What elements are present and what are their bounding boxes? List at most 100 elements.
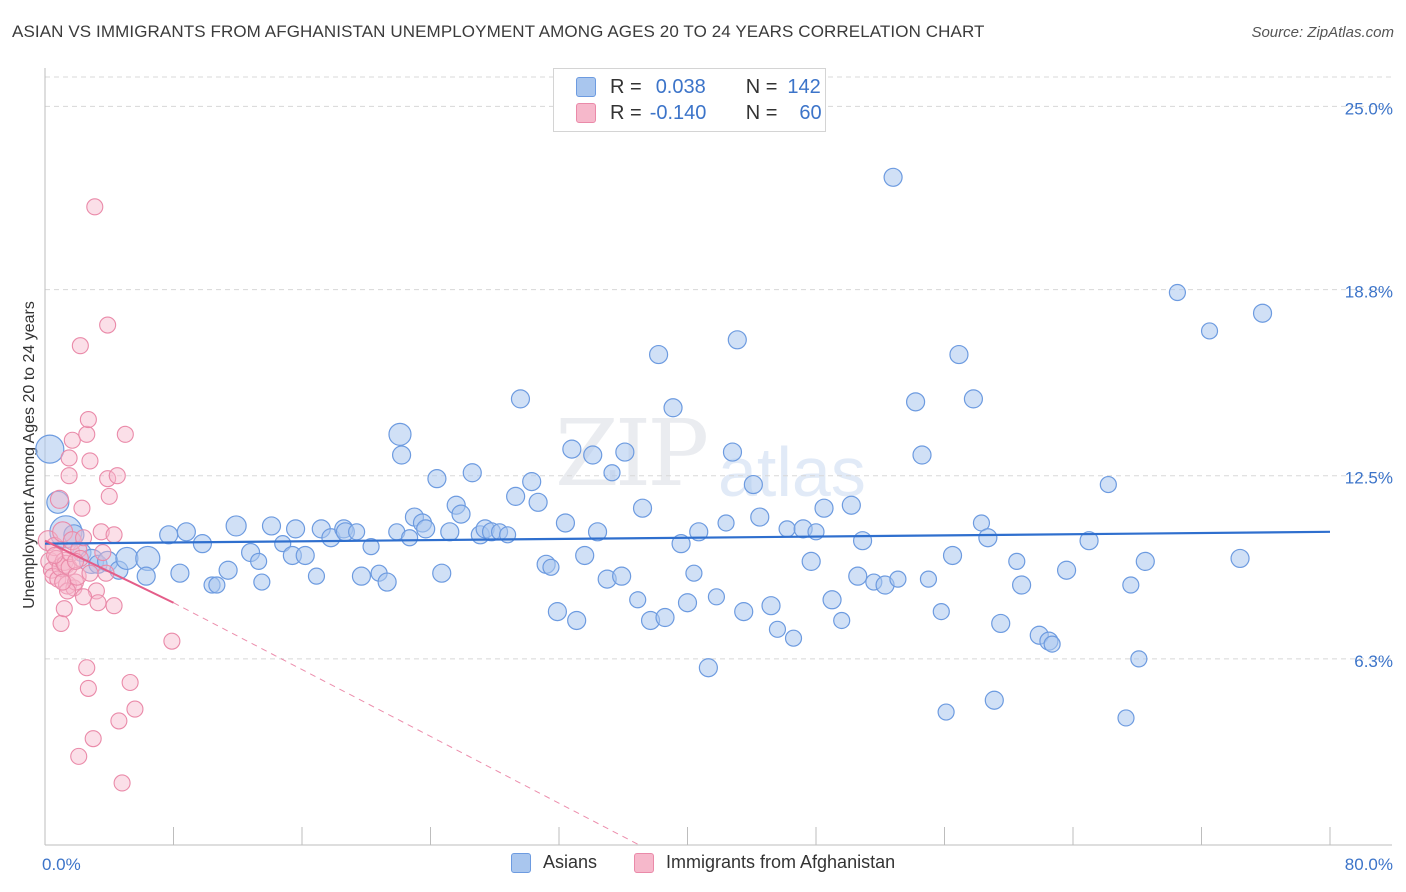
asian-point bbox=[883, 167, 903, 187]
grid bbox=[45, 76, 1392, 660]
afghan-point bbox=[84, 730, 102, 748]
asian-swatch bbox=[576, 77, 596, 97]
asian-point bbox=[362, 538, 380, 556]
asian-point bbox=[932, 603, 950, 621]
asian-point bbox=[615, 442, 635, 462]
afghan-point bbox=[73, 499, 91, 517]
afghan-point bbox=[105, 526, 123, 544]
asian-point bbox=[648, 344, 669, 365]
afghan-point bbox=[46, 546, 64, 565]
x-tick-label-max: 80.0% bbox=[1345, 855, 1393, 874]
bottom-asian-swatch bbox=[511, 852, 531, 873]
tick-labels: 6.3% 12.5% 18.8% 25.0% 0.0% 80.0% bbox=[42, 99, 1393, 874]
afghan-point bbox=[52, 614, 70, 632]
afghan-point bbox=[49, 570, 67, 588]
asian-point bbox=[451, 504, 471, 524]
asian-point bbox=[984, 690, 1004, 710]
asian-point bbox=[351, 566, 372, 586]
legend-row-afghan: R = -0.140 N = 60 bbox=[576, 100, 822, 126]
afghan-point bbox=[100, 487, 118, 505]
afghan-point bbox=[108, 467, 126, 485]
asian-r-value: 0.038 bbox=[655, 75, 706, 98]
afghan-point bbox=[126, 700, 144, 718]
asian-point bbox=[295, 545, 315, 566]
asian-point bbox=[115, 546, 139, 571]
bottom-legend-afghan: Immigrants from Afghanistan bbox=[634, 852, 895, 873]
asian-point bbox=[522, 472, 542, 492]
asian-point bbox=[1135, 551, 1155, 571]
asian-point bbox=[722, 442, 743, 462]
asian-point bbox=[1230, 548, 1250, 569]
asian-point bbox=[510, 389, 531, 409]
afghan-swatch bbox=[576, 103, 596, 123]
afghan-point bbox=[94, 543, 112, 562]
asian-point bbox=[562, 439, 582, 459]
afghan-point bbox=[121, 673, 139, 692]
afghan-point bbox=[78, 659, 96, 677]
asian-point bbox=[685, 564, 703, 582]
afghan-point bbox=[71, 337, 89, 355]
afghan-point bbox=[79, 411, 97, 429]
asian-point bbox=[841, 495, 861, 515]
asian-point bbox=[761, 596, 781, 616]
legend-row-asians: R = 0.038 N = 142 bbox=[576, 74, 821, 100]
asian-point bbox=[388, 422, 412, 446]
asian-point bbox=[852, 531, 873, 551]
asian-point bbox=[391, 445, 412, 465]
asian-point bbox=[1099, 475, 1117, 494]
asian-point bbox=[555, 513, 576, 533]
asian-point bbox=[1252, 303, 1273, 323]
asian-point bbox=[225, 515, 247, 537]
asian-point bbox=[663, 398, 683, 418]
asian-point bbox=[734, 602, 754, 622]
asian-n-label: N = bbox=[745, 75, 778, 98]
asian-point bbox=[547, 602, 567, 622]
asian-point bbox=[462, 463, 482, 483]
afghan-point bbox=[81, 564, 99, 582]
asian-point bbox=[416, 519, 436, 539]
asian-point bbox=[727, 330, 747, 350]
afghan-n-label: N = bbox=[745, 101, 778, 124]
afghan-n-value: 60 bbox=[799, 101, 822, 124]
asian-point bbox=[440, 522, 460, 542]
asian-point bbox=[814, 498, 834, 518]
afghan-point bbox=[75, 588, 93, 606]
asian-point bbox=[778, 520, 796, 538]
asian-point bbox=[655, 607, 675, 628]
afghan-point bbox=[54, 573, 72, 591]
bottom-afghan-swatch bbox=[634, 852, 654, 873]
afghan-point bbox=[110, 712, 128, 730]
afghan-trend-line bbox=[44, 539, 174, 604]
y-tick-label: 18.8% bbox=[1345, 283, 1393, 302]
asian-n-value: 142 bbox=[787, 75, 821, 98]
axes bbox=[44, 68, 1392, 846]
afghan-point bbox=[75, 529, 93, 547]
afghan-point bbox=[78, 425, 96, 443]
asian-point bbox=[208, 576, 226, 594]
asian-points bbox=[35, 167, 1273, 727]
asian-point bbox=[261, 516, 282, 536]
asian-point bbox=[1130, 650, 1148, 668]
afghan-point bbox=[60, 449, 78, 467]
afghan-point bbox=[62, 531, 82, 551]
afghan-point bbox=[63, 431, 81, 449]
afghan-trend-extension bbox=[173, 602, 640, 846]
asian-point bbox=[285, 519, 306, 539]
source-label: Source: ZipAtlas.com bbox=[1251, 24, 1394, 41]
chart-title: ASIAN VS IMMIGRANTS FROM AFGHANISTAN UNE… bbox=[12, 22, 985, 41]
asian-point bbox=[949, 344, 969, 365]
asian-point bbox=[905, 392, 926, 412]
asian-point bbox=[567, 610, 587, 631]
afghan-point bbox=[86, 198, 104, 216]
asian-point bbox=[671, 534, 691, 554]
afghan-point bbox=[89, 594, 107, 612]
asian-point bbox=[801, 551, 821, 571]
asian-point bbox=[218, 560, 238, 580]
asian-point bbox=[848, 566, 868, 586]
afghan-point bbox=[99, 470, 117, 488]
asian-point bbox=[274, 535, 292, 553]
asian-point bbox=[583, 445, 603, 465]
asian-point bbox=[528, 492, 548, 512]
asian-point bbox=[919, 570, 938, 588]
